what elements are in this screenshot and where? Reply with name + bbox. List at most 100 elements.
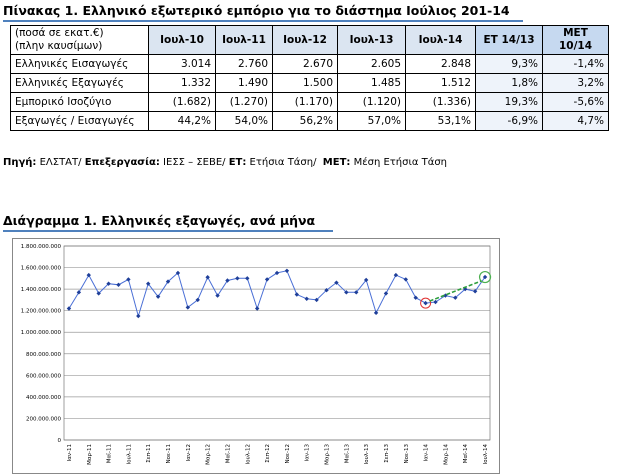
table-cell: -6,9%	[475, 111, 543, 131]
x-tick-label: Ιαν-13	[305, 444, 311, 462]
data-point	[334, 280, 339, 285]
source-part: ΜΕΤ:	[322, 157, 351, 168]
table-cell: 3,2%	[542, 73, 609, 93]
x-tick-label: Ιουλ-14	[483, 444, 489, 465]
table-cell: 1.500	[272, 73, 338, 93]
table-body: Ελληνικές Εισαγωγές 3.014 2.760 2.670 2.605 2…	[10, 54, 609, 131]
plot-frame	[63, 245, 491, 441]
header-cell: ΜΕΤ 10/14	[542, 25, 609, 55]
table-cell: 19,3%	[475, 92, 543, 112]
source-note: Πηγή: ΕΛΣΤΑΤ/ Επεξεργασία: ΙΕΣΣ – ΣΕΒΕ/ …	[3, 157, 447, 168]
data-point	[245, 276, 250, 281]
data-point	[264, 277, 270, 282]
table-cell: 56,2%	[272, 111, 338, 131]
data-point	[413, 295, 418, 300]
table-cell: (1.336)	[405, 92, 476, 112]
data-point	[344, 290, 349, 295]
x-tick-label: Μαϊ-12	[225, 444, 231, 463]
source-part: ΙΕΣΣ – ΣΕΒΕ/	[159, 157, 229, 168]
data-point	[403, 277, 408, 282]
data-point	[472, 289, 478, 294]
row-label: Ελληνικές Εξαγωγές	[10, 73, 149, 93]
x-tick-label: Σεπ-12	[265, 444, 271, 463]
chart-heading-underline	[3, 230, 333, 232]
table-cell: (1.270)	[215, 92, 273, 112]
header-line: (πλην καυσίμων)	[15, 40, 103, 52]
table-cell: 2.848	[405, 54, 476, 74]
data-point	[225, 278, 230, 283]
x-tick-label: Μαρ-14	[443, 444, 449, 465]
header-cell: Ιουλ-10	[148, 25, 216, 55]
data-point	[304, 296, 309, 302]
data-point	[284, 268, 290, 273]
table-cell: 57,0%	[337, 111, 406, 131]
table-row: Ελληνικές Εξαγωγές 1.332 1.490 1.500 1.485 1.…	[10, 73, 609, 93]
data-point	[314, 297, 319, 303]
table-cell: 2.760	[215, 54, 273, 74]
table-cell: (1.170)	[272, 92, 338, 112]
table-cell: 1.490	[215, 73, 273, 93]
source-part: Πηγή:	[3, 157, 37, 168]
table-row: Εμπορικό Ισοζύγιο (1.682) (1.270) (1.170) (1…	[10, 92, 609, 112]
y-tick-label: 400.000.000	[26, 395, 61, 401]
header-cell: Ιουλ-11	[215, 25, 273, 55]
chart-frame	[12, 238, 500, 474]
x-tick-label: Σεπ-11	[146, 444, 152, 463]
data-point	[433, 299, 438, 305]
data-point	[423, 300, 428, 306]
title-underline	[3, 20, 523, 22]
data-point	[116, 282, 121, 287]
data-point	[165, 279, 171, 284]
data-point	[66, 306, 72, 311]
data-point	[185, 305, 191, 310]
row-label: Ελληνικές Εισαγωγές	[10, 54, 149, 74]
x-tick-label: Ιουλ-13	[364, 444, 370, 465]
data-point	[215, 293, 220, 298]
data-point	[294, 292, 300, 297]
x-tick-label: Μαϊ-14	[463, 444, 469, 464]
data-point	[136, 313, 141, 319]
source-part: ΕΤ:	[228, 157, 247, 168]
source-part: Επεξεργασία:	[84, 157, 160, 168]
x-tick-label: Νοε-12	[285, 444, 291, 463]
data-point	[373, 310, 379, 316]
data-point	[254, 306, 260, 311]
header-cell: ΕΤ 14/13	[475, 25, 543, 55]
data-point	[76, 290, 82, 295]
highlight-circle	[420, 297, 432, 309]
table-cell: 44,2%	[148, 111, 216, 131]
data-point	[324, 287, 329, 293]
y-tick-label: 1.000.000.000	[21, 330, 62, 336]
highlight-circle	[478, 270, 492, 284]
table-row: Ελληνικές Εισαγωγές 3.014 2.760 2.670 2.605 2…	[10, 54, 609, 74]
data-point	[383, 291, 389, 296]
data-point	[126, 277, 131, 282]
trade-table: (ποσά σε εκατ.€) (πλην καυσίμων) Ιουλ-10 Ιο…	[10, 25, 609, 131]
x-tick-label: Ιουλ-11	[126, 444, 132, 464]
data-point	[96, 291, 101, 296]
table-cell: (1.120)	[337, 92, 406, 112]
table-cell: 1.485	[337, 73, 406, 93]
y-tick-label: 0	[58, 438, 62, 444]
table-cell: -5,6%	[542, 92, 609, 112]
y-tick-label: 1.600.000.000	[21, 266, 62, 272]
table-cell: 1.512	[405, 73, 476, 93]
y-tick-label: 1.400.000.000	[21, 287, 62, 293]
table-cell: 3.014	[148, 54, 216, 74]
table-cell: 54,0%	[215, 111, 273, 131]
table-cell: 4,7%	[542, 111, 609, 131]
data-point	[363, 277, 369, 283]
x-tick-label: Μαϊ-11	[107, 444, 113, 463]
data-point	[274, 270, 280, 276]
x-tick-label: Μαρ-13	[325, 444, 331, 465]
header-line: (ποσά σε εκατ.€)	[15, 27, 104, 39]
table-cell: -1,4%	[542, 54, 609, 74]
table-cell: 9,3%	[475, 54, 543, 74]
data-point	[155, 294, 161, 299]
data-point	[482, 274, 488, 280]
x-tick-label: Μαρ-12	[206, 444, 212, 465]
chart: 0 200.000.000 400.000.000 600.000.000 800.00…	[12, 238, 500, 474]
table-cell: 1.332	[148, 73, 216, 93]
source-part: ΕΛΣΤΑΤ/	[36, 157, 85, 168]
